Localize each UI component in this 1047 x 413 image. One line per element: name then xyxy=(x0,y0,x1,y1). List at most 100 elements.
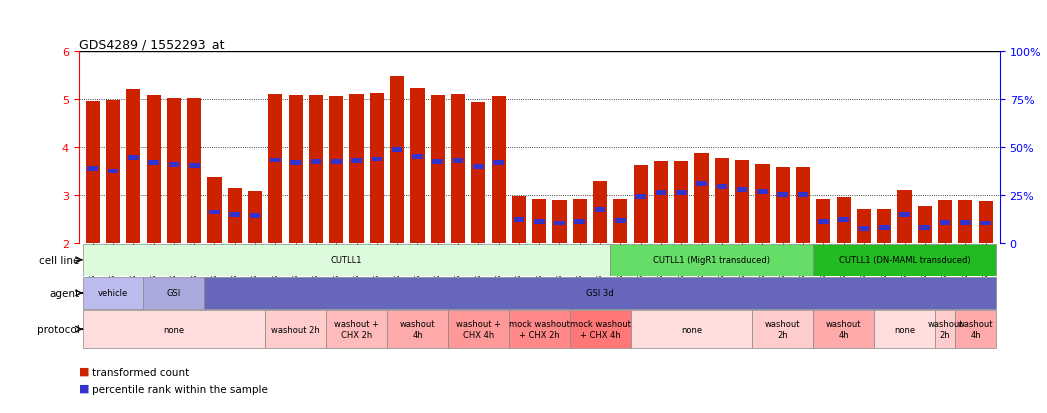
Bar xyxy=(837,197,851,244)
Bar xyxy=(311,160,321,164)
Bar xyxy=(534,220,544,225)
Bar xyxy=(877,209,891,244)
Bar xyxy=(331,160,341,164)
Bar xyxy=(753,311,814,348)
Bar xyxy=(229,212,240,217)
Bar xyxy=(410,89,424,244)
Text: ■: ■ xyxy=(79,366,89,376)
Bar xyxy=(958,201,973,244)
Text: mock washout
+ CHX 4h: mock washout + CHX 4h xyxy=(570,320,630,339)
Bar xyxy=(856,209,871,244)
Bar xyxy=(776,168,789,244)
Bar xyxy=(514,217,525,222)
Text: agent: agent xyxy=(49,288,80,298)
Bar xyxy=(128,156,138,161)
Text: vehicle: vehicle xyxy=(98,289,128,298)
Bar xyxy=(614,200,627,244)
Bar xyxy=(610,244,814,276)
Text: washout +
CHX 2h: washout + CHX 2h xyxy=(334,320,379,339)
Text: washout 2h: washout 2h xyxy=(271,325,320,334)
Bar xyxy=(735,161,750,244)
Bar xyxy=(147,96,161,244)
Bar xyxy=(654,162,668,244)
Bar xyxy=(938,201,952,244)
Bar xyxy=(814,311,874,348)
Bar xyxy=(955,311,996,348)
Bar xyxy=(874,311,935,348)
Bar xyxy=(289,96,303,244)
Bar xyxy=(573,200,587,244)
Bar xyxy=(87,167,98,172)
Bar xyxy=(818,220,828,225)
Text: protocol: protocol xyxy=(37,324,80,335)
Bar xyxy=(326,311,387,348)
Bar xyxy=(917,206,932,244)
Bar xyxy=(127,90,140,244)
Bar xyxy=(694,154,709,244)
Bar xyxy=(636,194,646,199)
Bar xyxy=(630,311,753,348)
Bar xyxy=(451,95,465,244)
Bar xyxy=(270,158,281,163)
Text: washout +
CHX 4h: washout + CHX 4h xyxy=(455,320,500,339)
Bar xyxy=(149,161,159,166)
Text: CUTLL1 (DN-MAML transduced): CUTLL1 (DN-MAML transduced) xyxy=(839,256,971,265)
Bar xyxy=(532,200,547,244)
Bar xyxy=(553,201,566,244)
Bar xyxy=(755,164,770,244)
Bar xyxy=(106,101,120,244)
Bar xyxy=(473,164,484,169)
Bar xyxy=(83,278,143,309)
Bar xyxy=(615,218,626,223)
Text: washout
2h: washout 2h xyxy=(765,320,801,339)
Bar xyxy=(655,191,666,196)
Bar xyxy=(715,158,729,244)
Bar xyxy=(204,278,996,309)
Bar xyxy=(897,191,912,244)
Text: washout
2h: washout 2h xyxy=(928,320,963,339)
Bar xyxy=(593,181,607,244)
Bar xyxy=(493,161,504,166)
Bar xyxy=(940,221,951,225)
Text: GSI: GSI xyxy=(166,289,181,298)
Bar xyxy=(166,99,181,244)
Bar xyxy=(796,168,810,244)
Bar xyxy=(798,192,808,197)
Text: cell line: cell line xyxy=(39,255,80,265)
Bar xyxy=(859,227,869,232)
Bar xyxy=(143,278,204,309)
Bar xyxy=(575,220,585,225)
Bar xyxy=(512,196,526,244)
Bar xyxy=(432,160,443,164)
Text: none: none xyxy=(681,325,701,334)
Bar xyxy=(778,192,788,197)
Text: ■: ■ xyxy=(79,382,89,392)
Text: CUTLL1 (MigR1 transduced): CUTLL1 (MigR1 transduced) xyxy=(653,256,771,265)
Bar xyxy=(188,164,200,168)
Bar xyxy=(209,210,220,215)
Bar xyxy=(471,102,486,244)
Bar xyxy=(633,166,648,244)
Text: percentile rank within the sample: percentile rank within the sample xyxy=(92,384,268,394)
Bar xyxy=(169,163,179,168)
Bar xyxy=(570,311,630,348)
Bar xyxy=(716,185,728,190)
Text: CUTLL1: CUTLL1 xyxy=(331,256,362,265)
Bar xyxy=(696,181,707,186)
Bar xyxy=(350,95,363,244)
Text: washout
4h: washout 4h xyxy=(400,320,436,339)
Bar xyxy=(290,161,300,166)
Bar xyxy=(391,76,404,244)
Bar xyxy=(491,97,506,244)
Text: washout
4h: washout 4h xyxy=(826,320,862,339)
Bar xyxy=(370,93,384,244)
Bar xyxy=(448,311,509,348)
Bar xyxy=(387,311,448,348)
Bar xyxy=(919,226,930,231)
Bar xyxy=(83,244,610,276)
Bar xyxy=(187,99,201,244)
Text: GDS4289 / 1552293_at: GDS4289 / 1552293_at xyxy=(79,38,224,50)
Bar xyxy=(899,212,910,217)
Text: washout
4h: washout 4h xyxy=(958,320,994,339)
Bar xyxy=(351,159,362,164)
